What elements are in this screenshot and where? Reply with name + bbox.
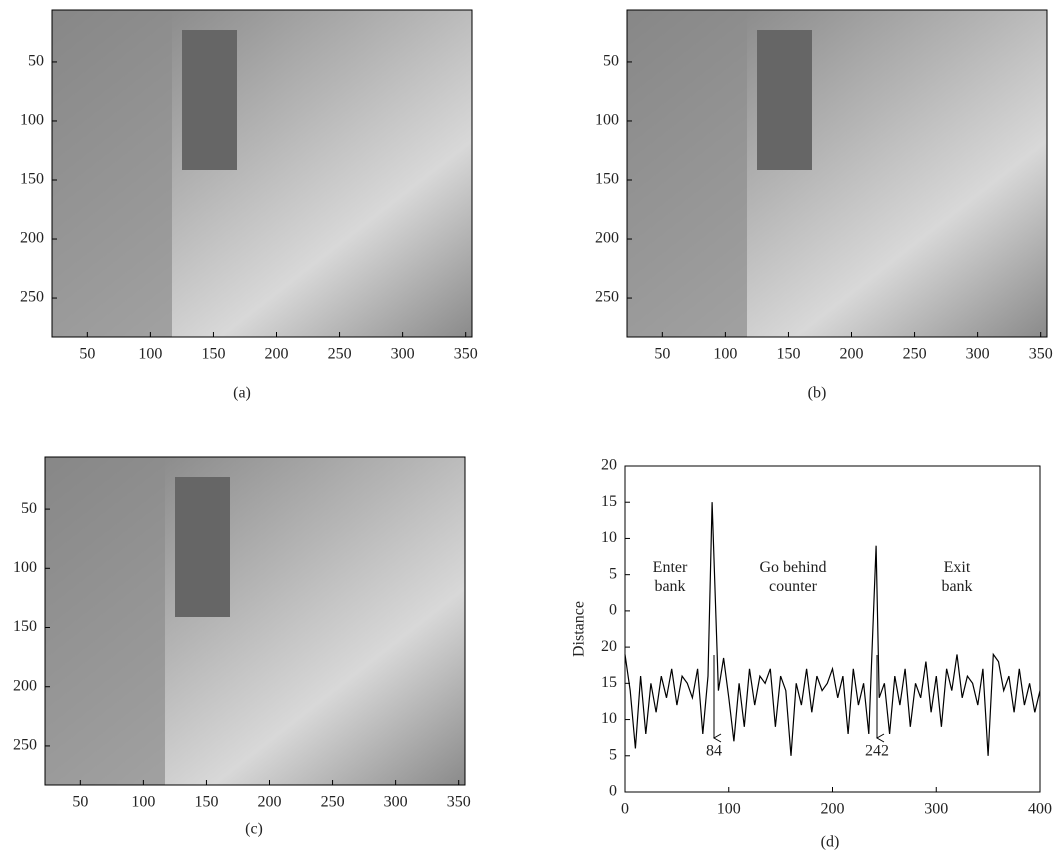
y-tick-label: 150 — [20, 171, 44, 188]
x-tick-label: 200 — [840, 346, 864, 363]
y-tick-label: 5 — [609, 746, 617, 763]
y-tick-label: 250 — [13, 737, 37, 754]
x-tick-label: 150 — [776, 346, 800, 363]
x-tick-label: 350 — [454, 346, 478, 363]
x-tick-label: 250 — [328, 346, 352, 363]
y-tick-label: 15 — [601, 674, 617, 691]
y-tick-label: 200 — [595, 230, 619, 247]
photo-door — [175, 477, 230, 617]
x-tick-label: 300 — [966, 346, 990, 363]
x-tick-label: 150 — [194, 794, 218, 811]
y-axis-label: Distance — [571, 601, 588, 657]
x-tick-label: 300 — [391, 346, 415, 363]
x-tick-label: 250 — [903, 346, 927, 363]
x-tick-label: 200 — [258, 794, 282, 811]
y-tick-label: 200 — [13, 677, 37, 694]
x-tick-label: 300 — [384, 794, 408, 811]
x-tick-label: 50 — [79, 346, 95, 363]
x-tick-label: 200 — [821, 801, 845, 818]
x-tick-label: 0 — [621, 801, 629, 818]
y-tick-label: 100 — [13, 559, 37, 576]
y-tick-label: 100 — [20, 112, 44, 129]
photo-wall — [45, 457, 165, 785]
plot-frame — [625, 466, 1040, 792]
y-tick-label: 10 — [601, 529, 617, 546]
y-tick-label: 0 — [609, 783, 617, 800]
x-tick-label: 100 — [138, 346, 162, 363]
x-tick-label: 50 — [654, 346, 670, 363]
x-tick-label: 50 — [72, 794, 88, 811]
y-tick-label: 250 — [595, 289, 619, 306]
y-tick-label: 20 — [601, 457, 617, 474]
y-tick-label: 250 — [20, 289, 44, 306]
x-tick-label: 350 — [447, 794, 471, 811]
y-tick-label: 5 — [609, 565, 617, 582]
distance-line — [625, 502, 1040, 756]
caption: (a) — [233, 385, 251, 402]
x-tick-label: 250 — [321, 794, 345, 811]
caption: (d) — [821, 834, 840, 851]
caption: (b) — [808, 385, 827, 402]
x-tick-label: 150 — [201, 346, 225, 363]
y-tick-label: 10 — [601, 710, 617, 727]
figure: 5010015020025030035050100150200250(a)501… — [0, 0, 1057, 859]
annotation: Enter — [653, 559, 688, 576]
y-tick-label: 150 — [13, 618, 37, 635]
x-tick-label: 300 — [924, 801, 948, 818]
photo-door — [182, 30, 237, 170]
y-tick-label: 50 — [603, 53, 619, 70]
x-tick-label: 100 — [131, 794, 155, 811]
x-tick-label: 400 — [1028, 801, 1052, 818]
annotation: Exit — [944, 559, 971, 576]
annotation: 242 — [865, 743, 889, 760]
y-tick-label: 200 — [20, 230, 44, 247]
annotation: bank — [941, 578, 972, 595]
annotation: 84 — [706, 743, 722, 760]
y-tick-label: 0 — [609, 602, 617, 619]
x-tick-label: 100 — [717, 801, 741, 818]
y-tick-label: 150 — [595, 171, 619, 188]
y-tick-label: 100 — [595, 112, 619, 129]
photo-door — [757, 30, 812, 170]
caption: (c) — [245, 821, 263, 838]
photo-wall — [52, 10, 172, 337]
x-tick-label: 200 — [265, 346, 289, 363]
annotation: bank — [654, 578, 685, 595]
y-tick-label: 50 — [21, 500, 37, 517]
x-tick-label: 350 — [1029, 346, 1053, 363]
y-tick-label: 20 — [601, 638, 617, 655]
photo-wall — [627, 10, 747, 337]
annotation: counter — [769, 578, 818, 595]
page: 5010015020025030035050100150200250(a)501… — [0, 0, 1057, 859]
x-tick-label: 100 — [713, 346, 737, 363]
y-tick-label: 50 — [28, 53, 44, 70]
y-tick-label: 15 — [601, 493, 617, 510]
annotation: Go behind — [759, 559, 826, 576]
